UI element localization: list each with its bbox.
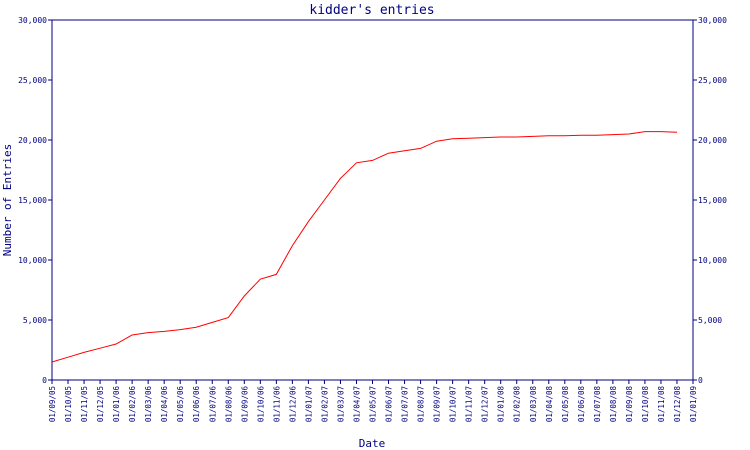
series-line — [51, 131, 678, 363]
x-tick-label: 01/12/07 — [481, 386, 490, 422]
x-tick-label: 01/11/05 — [80, 386, 89, 422]
x-tick-label: 01/06/06 — [192, 386, 201, 423]
x-tick-label: 01/07/07 — [401, 386, 410, 422]
x-tick-label: 01/09/08 — [625, 386, 634, 423]
x-tick-label: 01/09/05 — [48, 386, 57, 422]
x-tick-label: 01/10/08 — [641, 386, 650, 423]
x-tick-label: 01/01/09 — [689, 386, 698, 422]
x-tick-label: 01/08/07 — [417, 386, 426, 422]
x-tick-label: 01/11/08 — [657, 386, 666, 423]
x-tick-label: 01/12/06 — [288, 386, 297, 423]
y-tick-label-right: 15,000 — [698, 196, 727, 205]
y-tick-label-right: 25,000 — [698, 76, 727, 85]
plot-frame — [51, 19, 694, 381]
y-tick-label-right: 5,000 — [698, 316, 722, 325]
x-tick-label: 01/08/06 — [224, 386, 233, 423]
y-tick-label-right: 30,000 — [698, 16, 727, 25]
x-tick-label: 01/09/07 — [433, 386, 442, 422]
x-tick-label: 01/12/05 — [96, 386, 105, 422]
x-tick-label: 01/07/08 — [593, 386, 602, 423]
x-tick-label: 01/04/08 — [545, 386, 554, 423]
x-tick-label: 01/02/07 — [320, 386, 329, 422]
y-tick-label-left: 15,000 — [18, 196, 47, 205]
x-tick-label: 01/05/06 — [176, 386, 185, 423]
x-tick-label: 01/02/08 — [513, 386, 522, 423]
y-axis-right: 0 5,000 10,000 15,000 20,000 25,000 30,000 — [693, 16, 727, 385]
series-layer — [51, 131, 678, 363]
x-tick-label: 01/06/08 — [577, 386, 586, 423]
x-tick-label: 01/05/07 — [369, 386, 378, 422]
x-axis: 01/09/05 01/10/05 01/11/05 01/12/05 01/01/06… — [48, 380, 698, 422]
x-tick-label: 01/01/06 — [112, 386, 121, 423]
x-tick-label: 01/07/06 — [208, 386, 217, 423]
x-tick-label: 01/03/07 — [336, 386, 345, 422]
x-tick-label: 01/05/08 — [561, 386, 570, 423]
x-tick-label: 01/03/08 — [529, 386, 538, 423]
y-tick-label-left: 5,000 — [23, 316, 47, 325]
y-axis-left: 0 5,000 10,000 15,000 20,000 25,000 30,000 — [18, 16, 52, 385]
y-tick-label-left: 20,000 — [18, 136, 47, 145]
y-tick-label-left: 30,000 — [18, 16, 47, 25]
x-tick-label: 01/10/05 — [64, 386, 73, 422]
y-axis-label: Number of Entries — [1, 144, 14, 257]
x-tick-label: 01/11/07 — [465, 386, 474, 422]
x-tick-label: 01/03/06 — [144, 386, 153, 423]
x-tick-label: 01/06/07 — [385, 386, 394, 422]
x-tick-label: 01/10/06 — [256, 386, 265, 423]
y-tick-label-left: 25,000 — [18, 76, 47, 85]
axes — [51, 19, 694, 381]
x-tick-label: 01/04/06 — [160, 386, 169, 423]
x-tick-label: 01/01/07 — [304, 386, 313, 422]
x-tick-label: 01/11/06 — [272, 386, 281, 423]
x-tick-label: 01/09/06 — [240, 386, 249, 423]
x-axis-label: Date — [359, 437, 386, 450]
x-tick-label: 01/04/07 — [352, 386, 361, 422]
x-tick-label: 01/02/06 — [128, 386, 137, 423]
x-tick-label: 01/08/08 — [609, 386, 618, 423]
y-tick-label-right: 20,000 — [698, 136, 727, 145]
y-tick-label-right: 0 — [698, 376, 703, 385]
y-tick-label-right: 10,000 — [698, 256, 727, 265]
x-tick-label: 01/01/08 — [497, 386, 506, 423]
chart-title: kidder's entries — [309, 3, 434, 18]
x-tick-label: 01/12/08 — [673, 386, 682, 423]
x-tick-label: 01/10/07 — [449, 386, 458, 422]
y-tick-label-left: 10,000 — [18, 256, 47, 265]
y-tick-label-left: 0 — [42, 376, 47, 385]
